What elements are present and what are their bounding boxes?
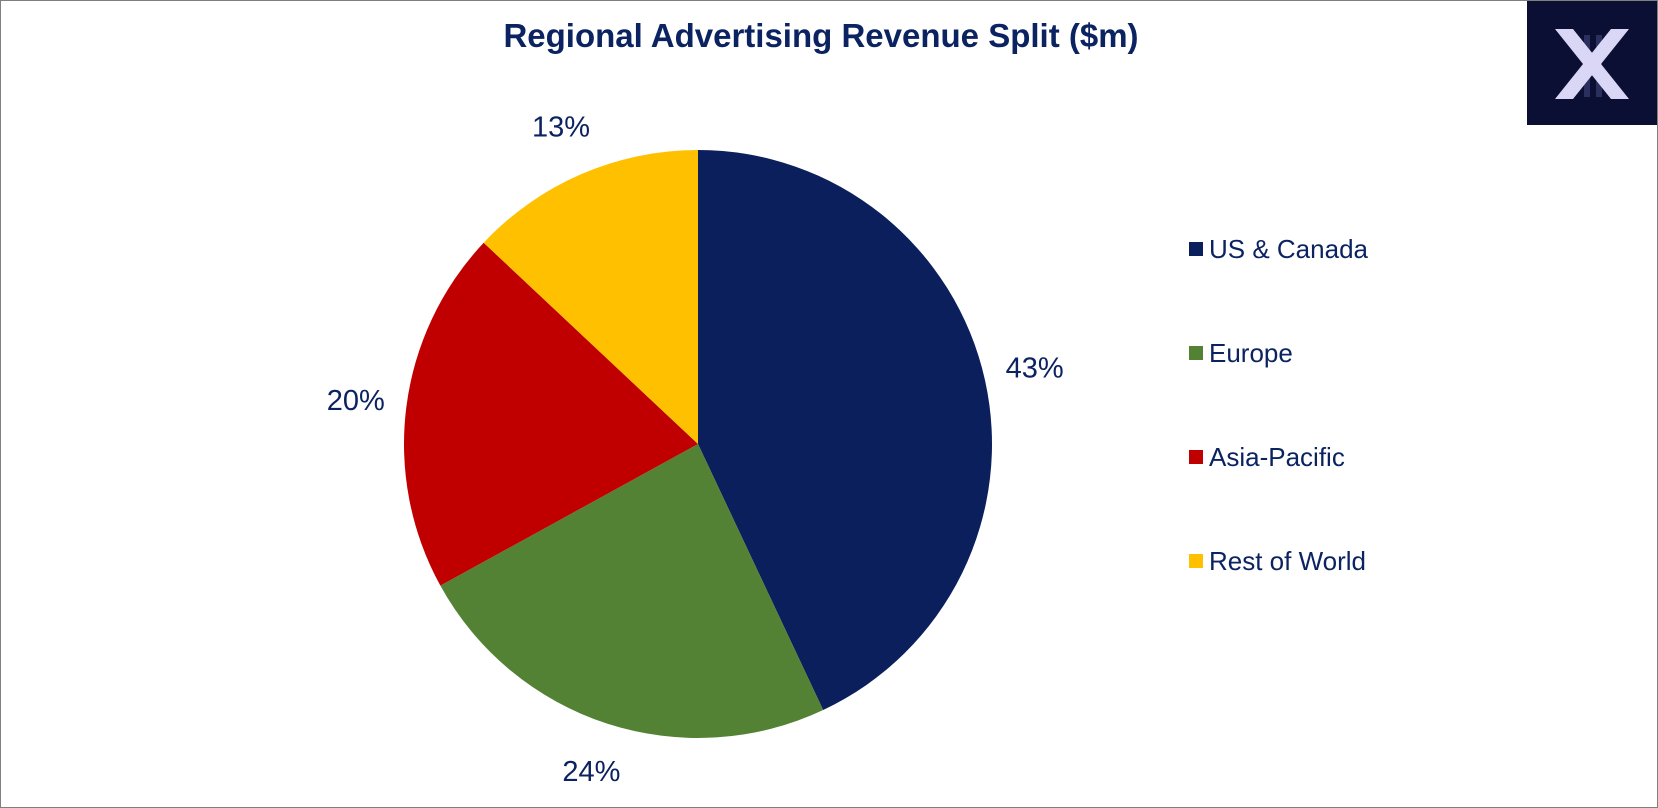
pie-slice-4: [483, 150, 698, 444]
pie-slice-3: [404, 242, 698, 586]
legend-label: Asia-Pacific: [1209, 441, 1345, 472]
brand-logo: [1527, 1, 1657, 125]
pie-slice-1: [698, 150, 992, 711]
legend-swatch: [1189, 242, 1203, 256]
slice-data-label: 20%: [327, 385, 385, 417]
legend-swatch: [1189, 346, 1203, 360]
legend-item: Asia-Pacific: [1189, 439, 1345, 475]
legend-label: Europe: [1209, 337, 1293, 368]
chart-title: Regional Advertising Revenue Split ($m): [503, 17, 1139, 54]
slice-data-label: 24%: [562, 756, 620, 788]
legend-label: Rest of World: [1209, 545, 1367, 576]
legend-item: Europe: [1189, 335, 1293, 371]
legend-label: US & Canada: [1209, 233, 1368, 264]
legend-item: US & Canada: [1189, 231, 1368, 267]
slice-data-label: 43%: [1006, 353, 1064, 385]
legend-item: Rest of World: [1189, 543, 1366, 579]
pie-slice-2: [440, 444, 824, 738]
legend-swatch: [1189, 554, 1203, 568]
slice-data-label: 13%: [532, 111, 590, 143]
x-logo-icon: [1555, 29, 1629, 99]
legend-swatch: [1189, 450, 1203, 464]
